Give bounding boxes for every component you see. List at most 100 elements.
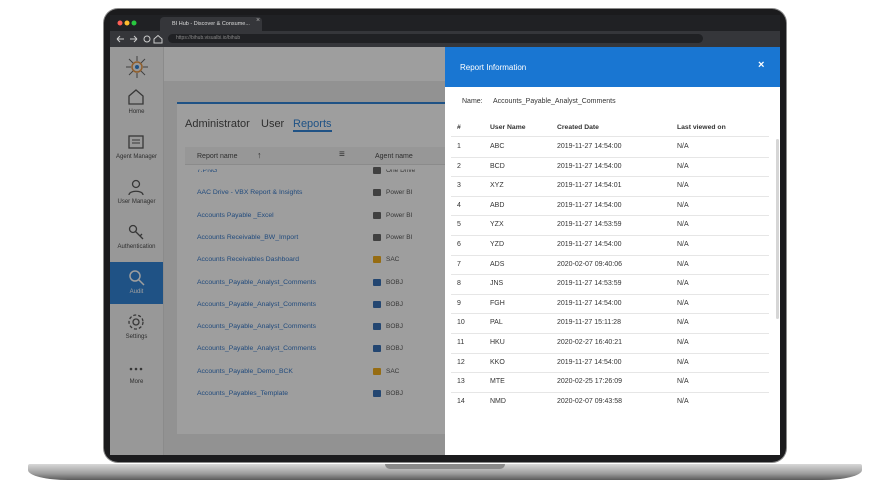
sidebar-icon[interactable] <box>126 132 146 152</box>
agent-icon <box>373 167 381 174</box>
row-line <box>451 352 769 354</box>
row-number: 5 <box>457 221 461 229</box>
row-line <box>451 293 769 295</box>
last-viewed: N/A <box>677 260 689 268</box>
sidebar-item[interactable]: More <box>129 379 144 385</box>
last-viewed: N/A <box>677 339 689 346</box>
browser-toolbar: https://bihub.visualbi.io/bihub <box>110 31 780 47</box>
row-number: 4 <box>457 201 461 209</box>
report-name[interactable]: Accounts_Payable_Analyst_Comments <box>197 300 317 308</box>
sidebar-icon[interactable] <box>126 267 146 287</box>
panel-column-header: # <box>457 124 461 131</box>
window-controls[interactable] <box>116 19 146 27</box>
last-viewed: N/A <box>677 299 689 307</box>
created-date: 2020-02-25 17:26:09 <box>557 378 622 386</box>
tab-user[interactable]: User <box>261 118 285 130</box>
report-name[interactable]: Accounts_Payable_Analyst_Comments <box>197 345 317 353</box>
sidebar-item[interactable]: Settings <box>125 334 148 340</box>
report-name: Accounts_Payable_Analyst_Comments <box>493 98 616 105</box>
sidebar-item[interactable]: Authentication <box>117 244 156 250</box>
report-name[interactable]: Accounts Receivables Dashboard <box>197 256 300 264</box>
name-label: Name: <box>462 98 483 105</box>
created-date: 2019-11-27 15:11:28 <box>557 319 621 327</box>
user-name: ABD <box>490 201 505 209</box>
close-button[interactable]: × <box>758 59 765 71</box>
row-number: 8 <box>457 280 461 288</box>
created-date: 2020-02-07 09:40:06 <box>557 260 622 268</box>
sort-icon[interactable]: ↑ <box>257 150 262 160</box>
panel-column-header: Created Date <box>557 124 599 131</box>
sidebar-item[interactable]: Audit <box>129 289 144 295</box>
row-line <box>451 372 769 374</box>
screen: BI Hub - Discover & Consume... × https:/… <box>110 15 780 455</box>
report-name[interactable]: 7.PNG <box>197 167 218 174</box>
sidebar-icon[interactable] <box>126 222 146 242</box>
user-name: YZX <box>490 221 504 229</box>
column-header[interactable]: Report name <box>197 153 238 160</box>
browser-tabbar: BI Hub - Discover & Consume... × <box>110 15 780 31</box>
browser-tab[interactable]: BI Hub - Discover & Consume... <box>160 17 262 31</box>
row-number: 7 <box>457 260 461 268</box>
created-date: 2019-11-27 14:54:01 <box>557 182 622 190</box>
laptop-base <box>28 464 862 480</box>
sidebar-icon[interactable] <box>126 87 146 107</box>
tab-reports[interactable]: Reports <box>293 118 332 132</box>
column-menu[interactable]: ≡ <box>339 149 345 160</box>
sidebar-item[interactable]: User Manager <box>117 199 156 205</box>
user-name: YZD <box>490 241 504 248</box>
agent-name: SAC <box>386 256 400 264</box>
created-date: 2019-11-27 14:54:00 <box>557 201 622 209</box>
created-date: 2020-02-27 16:40:21 <box>557 339 622 346</box>
report-name[interactable]: Accounts_Payable_Analyst_Comments <box>197 323 317 331</box>
main-area: Administrator User Reports Report name ↑… <box>164 47 445 455</box>
row-line <box>451 156 769 158</box>
created-date: 2019-11-27 14:53:59 <box>557 280 622 288</box>
agent-name: BOBJ <box>386 323 403 331</box>
row-line <box>451 274 769 276</box>
scrollbar[interactable] <box>776 139 779 319</box>
agent-icon <box>373 367 381 375</box>
sidebar-icon[interactable] <box>126 177 146 197</box>
report-name[interactable]: Accounts Payable _Excel <box>197 211 274 219</box>
agent-name: BOBJ <box>386 278 403 286</box>
row-line <box>451 176 769 178</box>
report-name[interactable]: Accounts Receivable_BW_Import <box>197 233 299 241</box>
panel-table-body: 1 ABC 2019-11-27 14:54:00 N/A 2 BCD 2019-11-27… <box>445 137 775 407</box>
row-line <box>451 215 769 217</box>
report-name[interactable]: AAC Drive - VBX Report & Insights <box>197 189 303 197</box>
last-viewed: N/A <box>677 162 689 170</box>
user-name: HKU <box>490 339 505 346</box>
report-name[interactable]: Accounts_Payable_Demo_BCK <box>197 367 293 375</box>
tab-close[interactable]: × <box>256 17 261 24</box>
user-name: ADS <box>490 260 505 268</box>
last-viewed: N/A <box>677 358 689 366</box>
sidebar-item[interactable]: Agent Manager <box>115 154 158 160</box>
created-date: 2019-11-27 14:54:00 <box>557 241 622 248</box>
row-number: 6 <box>457 241 461 248</box>
row-line <box>451 254 769 256</box>
modal-backdrop[interactable] <box>110 47 445 455</box>
row-number: 9 <box>457 299 461 307</box>
last-viewed: N/A <box>677 397 689 405</box>
agent-name: BOBJ <box>386 300 403 308</box>
agent-name: SAC <box>386 367 400 375</box>
address-bar[interactable]: https://bihub.visualbi.io/bihub <box>168 34 703 43</box>
agent-icon <box>373 189 381 197</box>
tab-administrator[interactable]: Administrator <box>185 118 250 130</box>
row-line <box>451 195 769 197</box>
last-viewed: N/A <box>677 378 689 386</box>
sidebar-item[interactable]: Home <box>128 109 145 115</box>
created-date: 2019-11-27 14:54:00 <box>557 358 622 366</box>
nav-buttons[interactable] <box>116 34 166 44</box>
report-name[interactable]: Accounts_Payable_Analyst_Comments <box>197 278 317 286</box>
agent-icon <box>373 323 381 331</box>
agent-icon <box>373 390 381 397</box>
row-line <box>451 391 769 393</box>
report-name[interactable]: Accounts_Payables_Template <box>197 390 289 397</box>
row-line <box>451 313 769 315</box>
sidebar-icon[interactable] <box>126 312 146 332</box>
agent-icon <box>373 345 381 353</box>
sidebar-icon[interactable] <box>126 357 146 377</box>
column-header[interactable]: Agent name <box>375 153 413 160</box>
